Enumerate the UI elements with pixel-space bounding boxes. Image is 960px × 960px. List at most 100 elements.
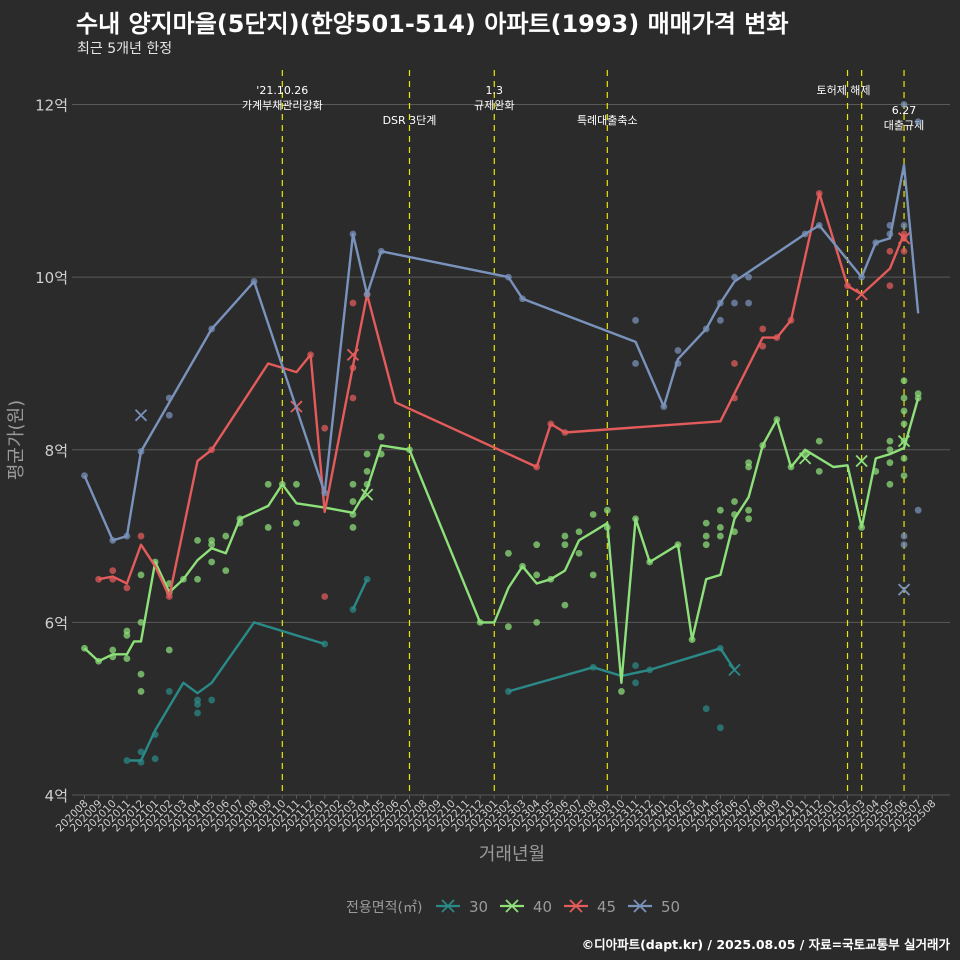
legend-label: 45 — [597, 898, 616, 916]
series-40-point — [123, 631, 131, 639]
series-30-point — [137, 748, 145, 756]
series-40-point — [222, 532, 230, 540]
series-40-point — [533, 571, 541, 579]
series-40-point — [745, 463, 753, 471]
y-tick-label: 4억 — [45, 787, 68, 805]
series-45-cross-marker — [855, 288, 868, 301]
series-40-point — [886, 437, 894, 445]
series-40-point — [716, 506, 724, 514]
series-40-point — [815, 467, 823, 475]
series-45-point — [349, 299, 357, 307]
event-label: 특례대출축소 — [577, 114, 638, 127]
event-label: 6.27 — [892, 104, 917, 117]
y-axis-title: 평균가(원) — [6, 400, 27, 480]
series-45-cross-marker — [346, 348, 360, 361]
y-tick-label: 6억 — [45, 614, 68, 632]
series-45-point — [886, 247, 894, 255]
series-45-point — [886, 282, 894, 290]
series-40-point — [914, 394, 922, 402]
event-label: DSR 3단계 — [383, 114, 437, 127]
series-40-point — [589, 511, 597, 518]
series-40-point — [363, 467, 371, 475]
event-label: 대출규제 — [884, 119, 924, 132]
legend-label: 50 — [661, 898, 680, 916]
series-45-point — [321, 424, 329, 432]
series-30-point — [194, 696, 201, 704]
legend-label: 40 — [533, 898, 552, 916]
series-45-line — [98, 192, 906, 598]
series-40-point — [900, 377, 908, 385]
series-40-point — [208, 536, 216, 544]
series-40-point — [745, 515, 753, 523]
y-tick-label: 12억 — [35, 97, 68, 115]
series-30-point — [632, 679, 639, 687]
series-50-point — [632, 316, 639, 324]
series-40-point — [137, 670, 145, 678]
series-45-cross-marker — [897, 232, 911, 245]
series-40-point — [900, 420, 908, 428]
series-50-point — [914, 506, 922, 514]
series-40-point — [194, 536, 201, 544]
series-40-point — [137, 571, 145, 579]
series-45-point — [900, 247, 908, 255]
series-40-point — [123, 655, 131, 663]
series-30-line — [508, 647, 736, 693]
series-40-point — [194, 575, 201, 583]
y-tick-label: 10억 — [35, 269, 68, 287]
series-40-point — [716, 532, 724, 540]
legend-swatch-cross — [505, 899, 519, 913]
series-40-point — [561, 541, 569, 549]
series-40-point — [165, 646, 173, 654]
event-label: 규제완화 — [474, 99, 514, 112]
series-40-point — [702, 532, 710, 540]
series-40-point — [533, 541, 541, 549]
legend-title: 전용면적(㎡) — [346, 900, 422, 916]
x-axis-title: 거래년월 — [479, 844, 545, 865]
series-40-point — [900, 472, 908, 480]
series-40-cross-marker — [798, 452, 812, 465]
series-50-point — [900, 101, 908, 108]
series-40-point — [208, 558, 216, 566]
series-40-point — [745, 506, 753, 514]
series-40-point — [293, 480, 300, 488]
series-40-cross-marker — [855, 454, 868, 468]
series-40-point — [702, 541, 710, 549]
event-label: 1.3 — [486, 84, 504, 97]
series-50-point — [900, 541, 908, 549]
series-40-point — [349, 498, 357, 505]
series-50-point — [632, 360, 639, 367]
series-40-point — [505, 549, 512, 557]
series-40-point — [137, 618, 145, 626]
series-50-point — [900, 532, 908, 540]
series-40-point — [264, 524, 272, 531]
series-50-point — [674, 347, 682, 354]
legend-label: 30 — [469, 898, 488, 916]
y-tick-label: 8억 — [45, 442, 68, 460]
series-30-line — [351, 578, 369, 610]
series-40-point — [618, 688, 625, 695]
series-40-point — [575, 528, 583, 536]
series-40-point — [363, 450, 371, 458]
series-45-point — [137, 532, 145, 540]
series-30-point — [165, 688, 173, 695]
series-45-point — [123, 584, 131, 592]
chart-subtitle: 최근 5개년 한정 — [77, 41, 173, 57]
series-50-point — [745, 273, 753, 281]
series-40-point — [349, 480, 357, 488]
series-50-point — [900, 221, 908, 229]
series-50-point — [716, 316, 724, 324]
series-40-point — [264, 480, 272, 488]
chart-title: 수내 양지마을(5단지)(한양501-514) 아파트(1993) 매매가격 변… — [76, 10, 789, 38]
series-45-point — [321, 593, 329, 600]
series-40-point — [702, 519, 710, 527]
series-50-line — [83, 163, 920, 542]
series-30-point — [151, 755, 159, 763]
series-45-point — [731, 360, 738, 367]
series-45-point — [759, 342, 767, 350]
series-40-line — [83, 397, 920, 684]
series-40-point — [589, 571, 597, 579]
event-label: 가계부채관리강화 — [242, 99, 323, 112]
series-40-point — [533, 618, 541, 626]
series-50-point — [745, 299, 753, 307]
